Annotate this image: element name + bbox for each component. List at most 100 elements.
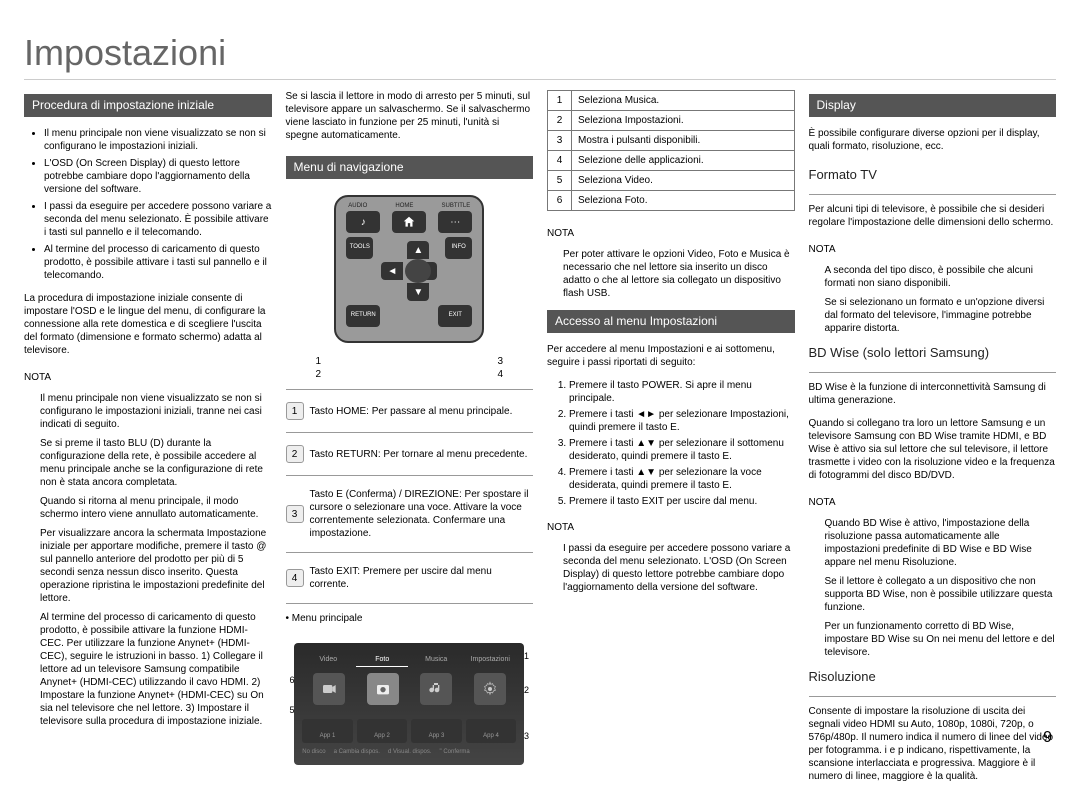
cell-idx: 6 [548,190,572,210]
header-initial-setup: Procedura di impostazione iniziale [24,94,272,118]
remote-label: SUBTITLE [442,203,471,211]
menu-principale-label: • Menu principale [286,612,534,625]
column-3: 1Seleziona Musica. 2Seleziona Impostazio… [547,90,795,787]
video-icon [313,673,345,705]
page-number: 9 [1043,728,1052,749]
step: Premere i tasti ▲▼ per selezionare il so… [569,437,795,463]
cell-idx: 4 [548,150,572,170]
header-nav-menu: Menu di navigazione [286,156,534,180]
bullet: L'OSD (On Screen Display) di questo lett… [44,157,272,196]
nota-text: Per poter attivare le opzioni Video, Fot… [547,248,795,300]
row-number: 4 [286,569,304,587]
hs-footer-item: a Cambia dispos. [334,749,380,757]
nav-row-text: Tasto EXIT: Premere per uscire dal menu … [310,565,534,591]
hs-tab: Musica [410,653,462,667]
row-number: 2 [286,445,304,463]
nota-label: NOTA [547,521,795,534]
subtitle-button-icon: ⋯ [438,211,472,233]
home-screen-diagram: Video Foto Musica Impostazioni App 1 App… [294,643,524,765]
nota-text: I passi da eseguire per accedere possono… [547,542,795,594]
nav-row-text: Tasto E (Conferma) / DIREZIONE: Per spos… [310,488,534,540]
access-intro: Per accedere al menu Impostazioni e ai s… [547,343,795,369]
nota-label: NOTA [547,227,795,240]
nota-item: Il menu principale non viene visualizzat… [24,392,272,431]
header-display: Display [809,94,1057,118]
risoluzione-text: Consente di impostare la risoluzione di … [809,705,1057,783]
column-4: Display È possibile configurare diverse … [809,90,1057,787]
bullet: Il menu principale non viene visualizzat… [44,127,272,153]
cell-idx: 3 [548,130,572,150]
cell-text: Seleziona Musica. [572,90,795,110]
arrow-down-icon: ▼ [407,283,429,301]
nota-item: A seconda del tipo disco, è possibile ch… [809,264,1057,290]
header-access-settings: Accesso al menu Impostazioni [547,310,795,334]
arrow-up-icon: ▲ [407,241,429,259]
formato-text: Per alcuni tipi di televisore, è possibi… [809,203,1057,229]
hs-app: App 2 [357,719,408,743]
bdwise-p1: BD Wise è la funzione di interconnettivi… [809,381,1057,407]
nav-row-text: Tasto HOME: Per passare al menu principa… [310,405,534,418]
row-number: 3 [286,505,304,523]
nota-item: Quando si ritorna al menu principale, il… [24,495,272,521]
remote-label: HOME [395,203,413,211]
hs-tab: Impostazioni [464,653,516,667]
callout-num: 3 [524,731,529,743]
nota-label: NOTA [24,371,272,384]
bdwise-p2: Quando si collegano tra loro un lettore … [809,417,1057,482]
subheader-risoluzione: Risoluzione [809,669,1057,686]
cell-idx: 1 [548,90,572,110]
hs-tab: Foto [356,653,408,667]
callout-num: 4 [497,368,503,381]
subheader-formato-tv: Formato TV [809,167,1057,184]
hs-app: App 4 [466,719,517,743]
step: Premere il tasto EXIT per uscire dal men… [569,495,795,508]
callout-num: 1 [524,651,529,663]
cell-text: Selezione delle applicazioni. [572,150,795,170]
arrow-left-icon: ◄ [381,262,403,280]
callout-num: 2 [524,685,529,697]
cell-text: Seleziona Foto. [572,190,795,210]
bullet: Al termine del processo di caricamento d… [44,243,272,282]
page-title: Impostazioni [24,30,1056,80]
cell-text: Mostra i pulsanti disponibili. [572,130,795,150]
nota-item: Se si selezionano un formato e un'opzion… [809,296,1057,335]
row-number: 1 [286,402,304,420]
home-button-icon [392,211,426,233]
dpad: ▲ ▼ ◄ ► [373,241,445,301]
hs-footer-item: No disco [302,749,325,757]
hs-tab: Video [302,653,354,667]
return-button: RETURN [346,305,380,327]
tools-button: TOOLS [346,237,373,259]
cell-idx: 2 [548,110,572,130]
hs-footer-item: d Visual. dispos. [388,749,432,757]
step: Premere il tasto POWER. Si apre il menu … [569,379,795,405]
hs-footer-item: " Conferma [440,749,470,757]
nota-item: Se si preme il tasto BLU (D) durante la … [24,437,272,489]
photo-icon [367,673,399,705]
nota-item: Se il lettore è collegato a un dispositi… [809,575,1057,614]
nota-item: Per un funzionamento corretto di BD Wise… [809,620,1057,659]
nota-item: Quando BD Wise è attivo, l'impostazione … [809,517,1057,569]
cell-text: Seleziona Impostazioni. [572,110,795,130]
nota-label: NOTA [809,243,1057,256]
audio-button-icon: ♪ [346,211,380,233]
cell-text: Seleziona Video. [572,170,795,190]
access-steps: Premere il tasto POWER. Si apre il menu … [547,379,795,511]
step: Premere i tasti ◄► per selezionare Impos… [569,408,795,434]
screensaver-text: Se si lascia il lettore in modo di arres… [286,90,534,142]
nota-item: Al termine del processo di caricamento d… [24,611,272,728]
initial-paragraph: La procedura di impostazione iniziale co… [24,292,272,357]
exit-button: EXIT [438,305,472,327]
callout-num: 3 [497,355,503,368]
bullet: I passi da eseguire per accedere possono… [44,200,272,239]
hs-app: App 3 [411,719,462,743]
selection-table: 1Seleziona Musica. 2Seleziona Impostazio… [547,90,795,211]
music-icon [420,673,452,705]
subheader-bdwise: BD Wise (solo lettori Samsung) [809,345,1057,362]
step: Premere i tasti ▲▼ per selezionare la vo… [569,466,795,492]
cell-idx: 5 [548,170,572,190]
callout-num: 6 [290,675,295,687]
column-1: Procedura di impostazione iniziale Il me… [24,90,272,787]
callout-num: 2 [316,368,322,381]
settings-icon [474,673,506,705]
